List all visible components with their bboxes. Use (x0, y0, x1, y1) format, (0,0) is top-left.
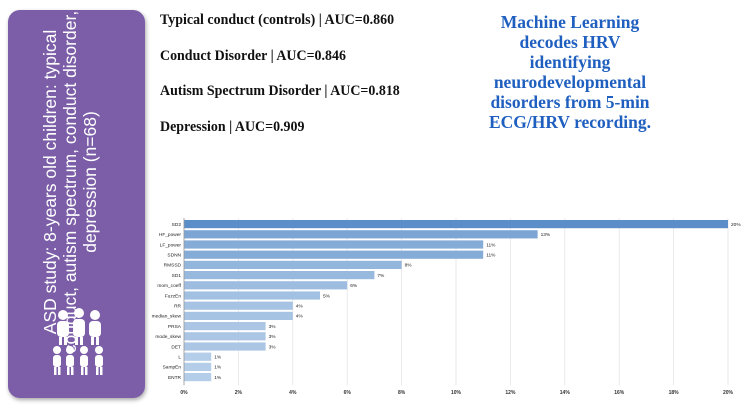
bar (184, 240, 484, 249)
family-people-icon (53, 308, 103, 375)
auc-typical-conduct: Typical conduct (controls) | AUC=0.860 (160, 12, 395, 28)
x-tick-label: 20% (723, 390, 734, 396)
auc-autism-spectrum: Autism Spectrum Disorder | AUC=0.818 (160, 83, 400, 99)
value-label: 1% (214, 365, 222, 371)
x-tick-label: 0% (180, 390, 188, 396)
bar (184, 322, 266, 331)
auc-results: Typical conduct (controls) | AUC=0.860 C… (160, 12, 460, 154)
value-label: 3% (269, 324, 277, 330)
category-label: mom_coeff (157, 283, 181, 289)
x-tick-label: 16% (614, 390, 625, 396)
category-label: SD1 (172, 273, 182, 279)
category-label: RR (174, 304, 181, 310)
value-label: 3% (269, 334, 277, 340)
x-tick-label: 18% (669, 390, 680, 396)
value-label: 11% (486, 242, 496, 248)
bar (184, 250, 484, 259)
bar (184, 352, 212, 361)
study-panel: ASD study: 8-years old children: typical… (8, 10, 145, 398)
bar (184, 373, 212, 382)
auc-depression: Depression | AUC=0.909 (160, 118, 305, 135)
feature-importance-chart: 0% 2% 4% 6% 8% 10% 12% 14% 16% 18% 20% SD2 20% HF_pow… (150, 215, 745, 405)
value-label: 13% (541, 232, 551, 238)
category-label: PRSA (168, 324, 182, 330)
headline: Machine Learning decodes HRV identifying… (488, 12, 652, 132)
bar (184, 260, 402, 269)
auc-conduct-disorder: Conduct Disorder | AUC=0.846 (160, 47, 346, 64)
value-label: 4% (296, 314, 304, 320)
bar (184, 362, 212, 371)
x-tick-label: 2% (235, 390, 243, 396)
x-tick-label: 6% (344, 390, 352, 396)
x-tick-label: 10% (451, 390, 462, 396)
category-label: DET (171, 344, 181, 350)
category-label: L (178, 355, 181, 361)
value-label: 20% (731, 222, 741, 228)
bar (184, 271, 375, 280)
value-label: 5% (323, 293, 331, 299)
category-label: SD2 (172, 222, 182, 228)
category-label: FuzzEn (165, 293, 182, 299)
value-label: 4% (296, 304, 304, 310)
bar (184, 301, 293, 310)
category-label: RMSSD (164, 263, 182, 269)
feature-importance-svg: 0% 2% 4% 6% 8% 10% 12% 14% 16% 18% 20% SD2 20% HF_pow… (152, 218, 741, 396)
category-label: LF_power (160, 242, 182, 248)
value-label: 8% (405, 263, 413, 269)
bar (184, 342, 266, 351)
value-label: 3% (269, 344, 277, 350)
bar (184, 291, 320, 300)
value-label: 11% (486, 253, 496, 259)
bar (184, 332, 266, 341)
bar (184, 311, 293, 320)
x-tick-label: 4% (289, 390, 297, 396)
category-label: SDNN (167, 253, 181, 259)
bar (184, 220, 728, 229)
category-label: mode_skew (155, 334, 181, 340)
category-label: ENTR (168, 375, 182, 381)
x-tick-label: 8% (398, 390, 406, 396)
value-label: 1% (214, 355, 222, 361)
value-label: 6% (350, 283, 358, 289)
category-label: SampEn (163, 365, 182, 371)
bar (184, 281, 348, 290)
category-label: median_skew (152, 314, 182, 320)
x-tick-label: 12% (505, 390, 516, 396)
category-label: HF_power (159, 232, 182, 238)
value-label: 7% (377, 273, 385, 279)
x-tick-label: 14% (560, 390, 571, 396)
bar (184, 230, 538, 239)
value-label: 1% (214, 375, 222, 381)
